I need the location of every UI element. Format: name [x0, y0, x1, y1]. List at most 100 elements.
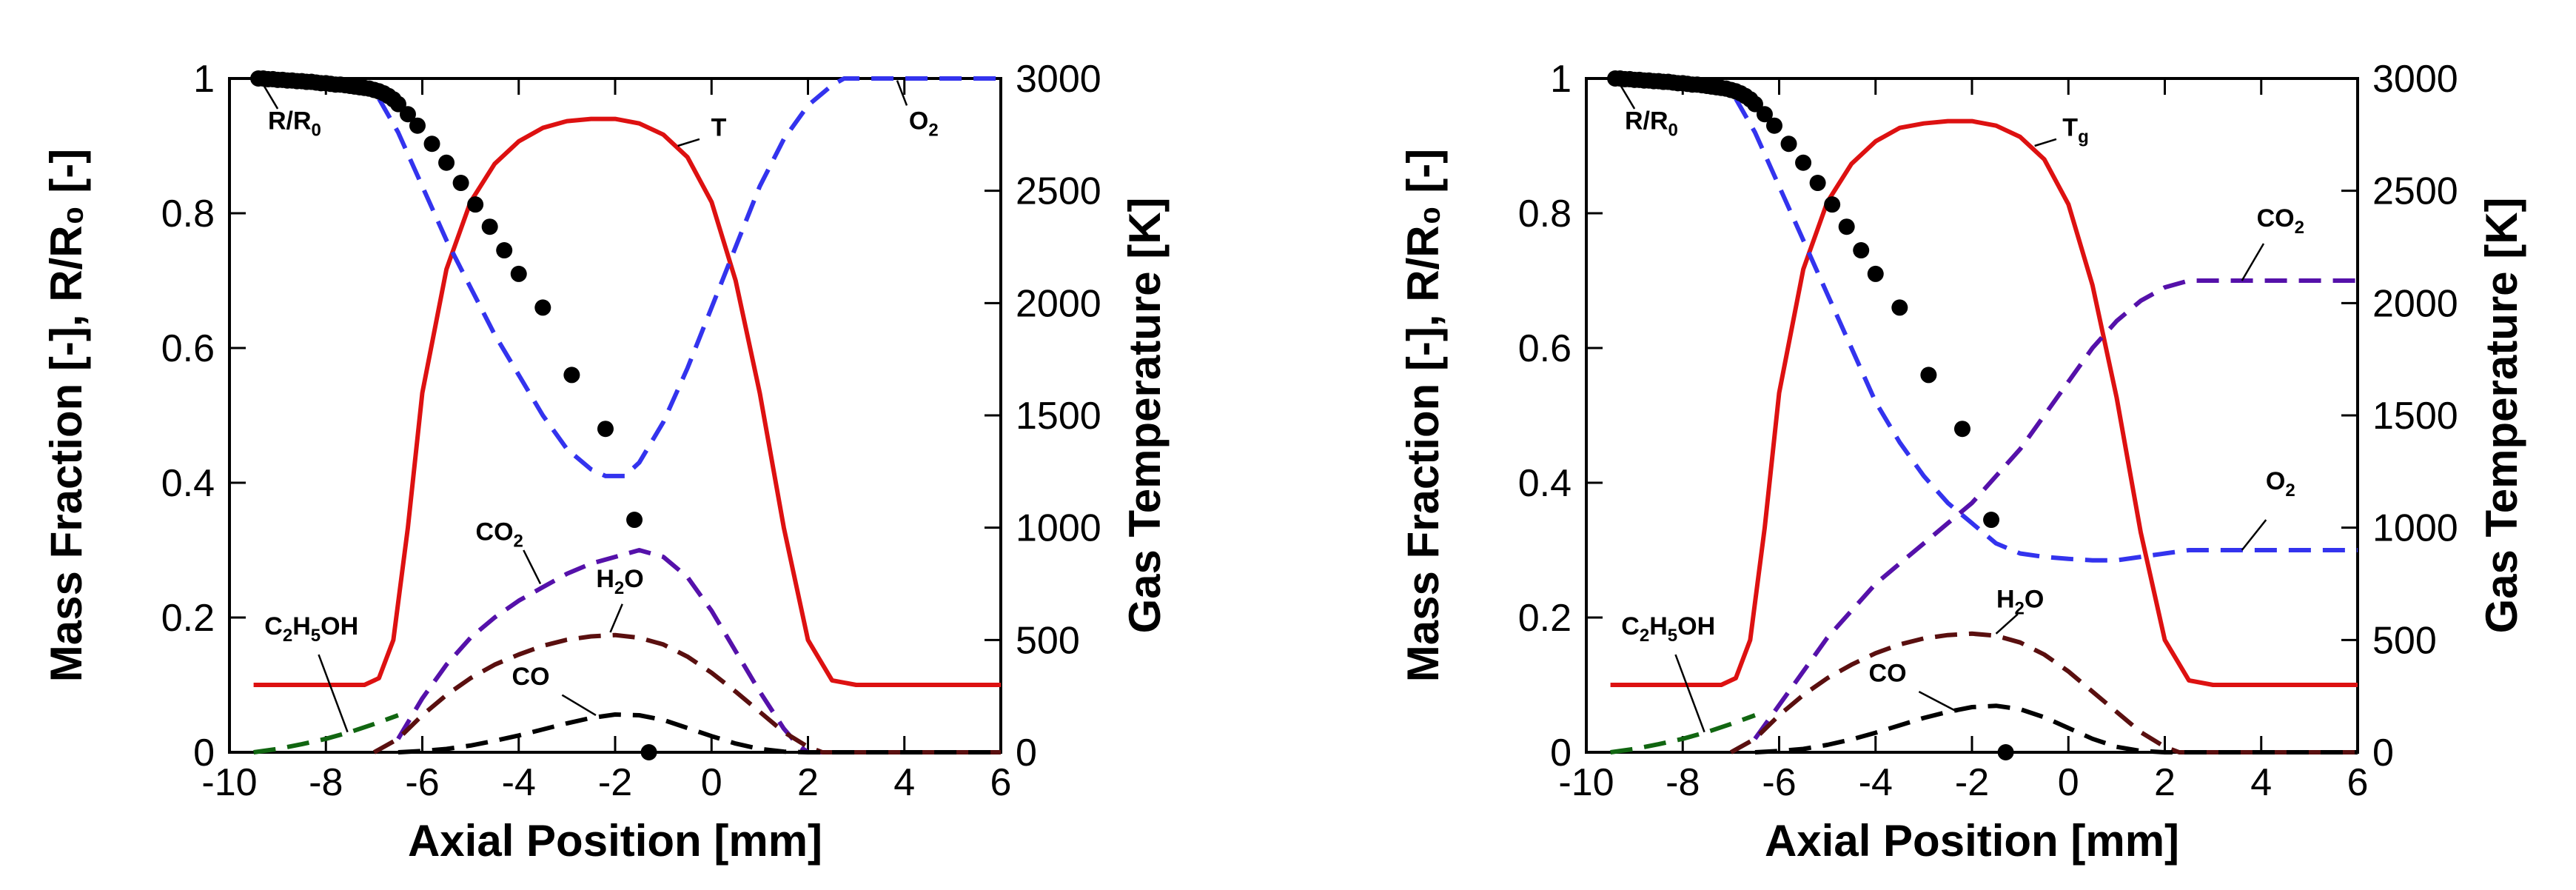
r-data-point: [1891, 299, 1908, 316]
annotation-subscript: 5: [311, 626, 321, 646]
annotation-text: C: [264, 612, 283, 640]
annotation-text: CO: [2257, 204, 2295, 232]
series-h2o-line: [372, 632, 1001, 755]
series-t-line: [253, 116, 1001, 687]
x-tick-label: -2: [1955, 761, 1989, 804]
r-data-point: [1765, 117, 1782, 134]
x-tick-label: -10: [1558, 761, 1614, 804]
x-tick-label: 6: [2347, 761, 2369, 804]
x-tick-label: -8: [1666, 761, 1700, 804]
annotation-label: H2O: [596, 565, 643, 598]
x-tick-label: -8: [309, 761, 343, 804]
plot-frame: [1585, 77, 2359, 754]
x-tick-label: -10: [201, 761, 257, 804]
annotation-leader: [677, 138, 700, 147]
annotation-leader: [561, 694, 597, 717]
annotation-text: CO: [1869, 659, 1907, 687]
x-tick-label: -6: [405, 761, 439, 804]
y2-tick-label: 2000: [1016, 282, 1101, 325]
annotation-text: CO: [476, 518, 514, 546]
y2-tick-label: 2500: [1016, 170, 1101, 213]
x-tick-label: -4: [1859, 761, 1893, 804]
chart-panel-left: -10 -8 -6 -4 -2 0 2 4 600.20.40.60.8105001000150…: [41, 58, 1170, 866]
annotation-label: R/R0: [1625, 107, 1678, 140]
annotation-subscript: 2: [2285, 481, 2295, 501]
r-data-point: [1920, 367, 1937, 384]
annotation-leader: [523, 549, 542, 585]
series-r-dots: [250, 70, 657, 760]
r-data-point: [1824, 196, 1841, 213]
series-t-line: [1610, 118, 2358, 687]
annotation-label: O2: [909, 107, 939, 140]
annotation-leader: [1617, 80, 1636, 110]
annotation-leader: [2241, 243, 2265, 281]
annotation-leader: [896, 80, 908, 106]
x-tick-label: -2: [598, 761, 632, 804]
annotation-text: C: [1621, 612, 1640, 640]
r-data-point: [1838, 218, 1855, 235]
annotation-text: OH: [321, 612, 358, 640]
r-data-point: [1756, 106, 1773, 123]
r-data-point: [510, 265, 527, 282]
x-tick-label: 0: [701, 761, 722, 804]
annotation-subscript: 2: [2015, 598, 2025, 618]
series-o2-line: [377, 76, 1001, 478]
r-data-point: [423, 135, 440, 153]
y2-tick-label: 2000: [2372, 282, 2458, 325]
y-tick-label: 0: [193, 732, 215, 774]
r-data-point: [1867, 265, 1884, 282]
y-tick-label: 0.2: [161, 597, 215, 640]
annotation-subscript: 5: [1668, 626, 1677, 646]
r-data-point: [1795, 154, 1812, 171]
series-r-dots: [1607, 70, 2014, 760]
annotation-subscript: 0: [1668, 120, 1678, 140]
annotation-label: CO: [1869, 659, 1907, 687]
series-co-line: [1754, 703, 2358, 755]
y-axis-title: Mass Fraction [-], R/R₀ [-]: [1398, 149, 1448, 682]
annotation-subscript: 2: [1640, 626, 1649, 646]
y-axis-title: Mass Fraction [-], R/R₀ [-]: [41, 149, 91, 682]
series-c2h5oh-line: [253, 713, 399, 755]
r-data-point: [597, 421, 614, 438]
annotation-label: O2: [2266, 467, 2295, 501]
series-h2o-line: [1729, 631, 2358, 755]
annotation-leader: [2034, 138, 2057, 147]
r-data-point: [640, 744, 657, 760]
annotation-leader: [318, 654, 349, 733]
y-tick-label: 1: [1550, 58, 1572, 101]
annotation-leader: [260, 80, 279, 110]
r-data-point: [409, 117, 426, 134]
r-data-point: [1853, 242, 1870, 259]
x-tick-label: 2: [797, 761, 819, 804]
y2-tick-label: 1500: [1016, 395, 1101, 438]
y-tick-label: 0.4: [1518, 462, 1572, 505]
annotation-leader: [1995, 613, 2019, 635]
y2-tick-label: 3000: [1016, 58, 1101, 101]
r-data-point: [1809, 175, 1826, 192]
y-tick-label: 1: [193, 58, 215, 101]
y2-tick-label: 1500: [2372, 395, 2458, 438]
y-tick-label: 0.6: [161, 327, 215, 370]
annotation-label: C2H5OH: [264, 612, 358, 646]
annotation-leader: [609, 603, 623, 633]
r-data-point: [1997, 744, 2014, 760]
annotation-subscript: 2: [614, 578, 624, 598]
annotation-label: H2O: [1996, 585, 2044, 618]
annotation-subscript: g: [2078, 127, 2089, 147]
y2-tick-label: 500: [1016, 619, 1080, 662]
x-tick-label: 0: [2058, 761, 2079, 804]
annotation-label: C2H5OH: [1621, 612, 1715, 646]
y-tick-label: 0: [1550, 732, 1572, 774]
annotation-label: CO2: [2257, 204, 2304, 238]
series-co2-line: [1753, 278, 2358, 740]
annotation-text: T: [2062, 113, 2078, 141]
y2-axis-title: Gas Temperature [K]: [2477, 197, 2526, 633]
y-tick-label: 0.8: [161, 193, 215, 235]
r-data-point: [1780, 135, 1797, 153]
r-data-point: [1746, 96, 1763, 113]
y2-tick-label: 0: [1016, 732, 1037, 774]
r-data-point: [389, 96, 406, 113]
series-c2h5oh-line: [1610, 713, 1756, 755]
x-axis-title: Axial Position [mm]: [1765, 816, 2179, 866]
